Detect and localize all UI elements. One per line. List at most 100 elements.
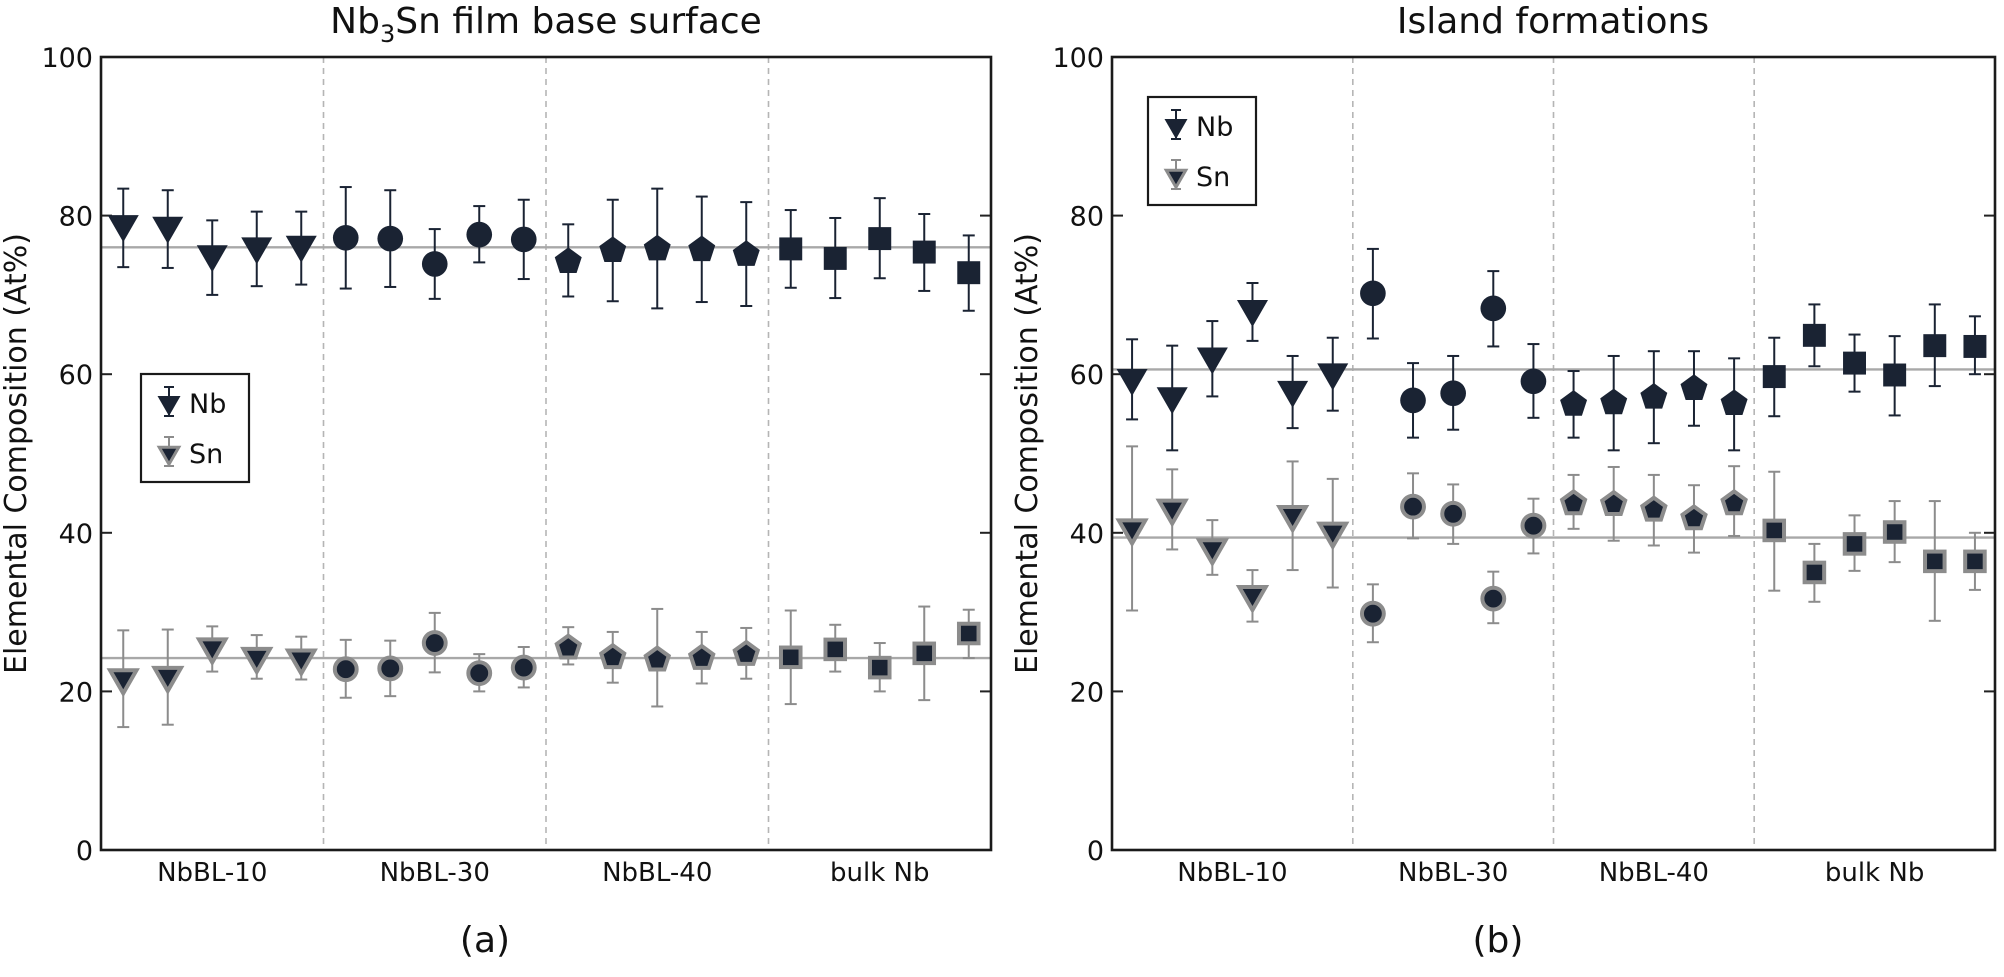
data-marker [1640, 383, 1668, 409]
data-marker [1156, 387, 1188, 415]
data-point-sn [1359, 583, 1386, 644]
data-point-sn [1520, 497, 1547, 555]
legend-label: Sn [189, 439, 223, 470]
data-point-nb [1156, 344, 1188, 452]
data-point-nb [599, 198, 627, 303]
data-marker [332, 656, 359, 683]
data-marker [1196, 347, 1228, 375]
plot-frame [1110, 55, 1997, 852]
y-tick-label: 20 [59, 677, 93, 708]
legend-marker [156, 445, 182, 468]
data-point-nb [1196, 320, 1228, 398]
y-tick-label: 0 [1087, 836, 1104, 867]
data-point-nb [643, 187, 671, 310]
legend-item-nb: Nb [157, 386, 226, 420]
data-point-sn [1275, 460, 1310, 572]
data-marker [1480, 585, 1507, 612]
data-point-nb [1843, 333, 1866, 393]
group-label: bulk Nb [1825, 858, 1924, 888]
data-point-sn [510, 645, 537, 689]
data-point-sn [778, 609, 803, 706]
data-point-sn [1762, 470, 1787, 592]
chart-title: Island formations [1397, 1, 1709, 42]
data-marker [241, 237, 273, 265]
data-point-sn [823, 623, 848, 673]
data-point-nb [1360, 247, 1386, 340]
data-marker [1883, 363, 1907, 387]
data-marker [1842, 532, 1867, 556]
data-point-sn [466, 653, 493, 693]
data-point-nb [241, 210, 273, 288]
data-marker [1599, 489, 1628, 517]
data-point-nb [1116, 338, 1148, 421]
data-marker [1440, 380, 1466, 407]
data-marker [1923, 334, 1947, 358]
data-point-nb [1560, 370, 1588, 439]
data-marker [106, 668, 140, 698]
legend: Nb Sn [1146, 95, 1258, 207]
data-point-sn [1640, 473, 1668, 547]
data-point-sn [598, 630, 627, 684]
data-point-sn [1720, 465, 1748, 537]
data-marker [1520, 368, 1547, 395]
data-point-sn [240, 634, 274, 680]
data-marker [1640, 495, 1668, 522]
data-point-sn [732, 626, 761, 680]
data-point-nb [1923, 303, 1947, 388]
legend: Nb Sn [139, 372, 251, 484]
data-point-nb [779, 209, 803, 289]
data-point-sn [1599, 465, 1628, 542]
legend-box [1146, 95, 1258, 207]
data-point-nb [1317, 336, 1349, 412]
data-point-nb [957, 234, 981, 312]
data-point-sn [1235, 569, 1270, 623]
group-label: NbBL-30 [380, 858, 490, 888]
legend-marker [1164, 119, 1188, 139]
data-marker [868, 227, 892, 251]
data-marker [687, 643, 716, 670]
data-marker [1720, 389, 1748, 416]
plot-frame [99, 55, 993, 852]
data-marker [151, 665, 185, 695]
data-marker [285, 235, 317, 263]
data-marker [1843, 351, 1866, 375]
data-marker [1559, 488, 1588, 516]
data-point-nb [1440, 354, 1466, 431]
data-marker [1317, 363, 1349, 391]
data-marker [466, 660, 493, 687]
data-point-sn [1923, 500, 1947, 622]
data-point-sn [284, 635, 318, 681]
data-marker [1115, 518, 1149, 548]
legend-box [139, 372, 251, 484]
data-point-sn [1559, 473, 1588, 530]
data-point-sn [1115, 445, 1149, 612]
data-marker [1316, 521, 1350, 551]
data-marker [332, 224, 359, 251]
panel-label: (b) [1473, 920, 1524, 961]
data-marker [1520, 512, 1547, 539]
legend-label: Sn [1196, 162, 1230, 193]
data-marker [1762, 518, 1787, 543]
data-marker [1882, 520, 1907, 544]
data-point-nb [688, 195, 716, 304]
data-marker [957, 261, 981, 285]
y-tick-label: 80 [59, 202, 93, 233]
data-marker [1680, 374, 1708, 400]
data-point-sn [687, 630, 716, 685]
legend-marker [157, 396, 181, 416]
data-point-nb [1762, 336, 1786, 418]
chart-panel-b: Island formations NbBL-10 NbBL-30 NbBL-40 bu… [1010, 1, 1997, 961]
data-marker [688, 235, 716, 262]
data-point-sn [867, 642, 892, 693]
y-tick-label: 100 [41, 43, 93, 74]
data-point-sn [1842, 514, 1867, 572]
data-marker [195, 637, 229, 667]
data-marker [823, 246, 847, 270]
data-point-nb [912, 213, 936, 292]
data-point-nb [1480, 270, 1507, 348]
data-point-nb [107, 187, 139, 269]
legend-marker [1163, 168, 1189, 191]
data-point-nb [377, 189, 404, 288]
y-tick-label: 40 [59, 519, 93, 550]
